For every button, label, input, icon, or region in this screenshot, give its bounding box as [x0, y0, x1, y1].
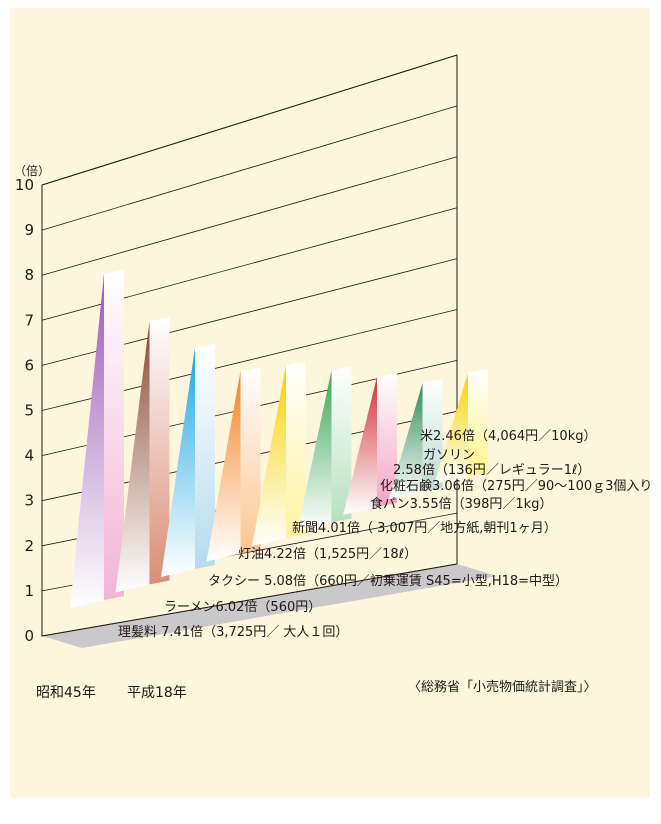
y-tick-label: 4 [24, 447, 34, 465]
bars [70, 269, 488, 608]
y-tick-label: 2 [24, 537, 34, 555]
y-tick-label: 8 [24, 266, 34, 284]
bar-side [161, 347, 195, 577]
y-tick-label: 7 [24, 311, 34, 329]
bar-side [70, 273, 104, 608]
bar-face [331, 366, 352, 523]
bar-side [206, 371, 241, 562]
chart-panel: 0 1 2 3 4 5 6 7 8 9 10 理髪料 7.41倍（3,725円／ 大人１回） ラーメン… [10, 8, 650, 798]
y-axis-label: （倍） [14, 164, 51, 178]
bar-label: ラーメン6.02倍（560円） [164, 600, 321, 615]
bar-side [252, 365, 286, 546]
bar-ラーメン [115, 316, 170, 593]
bar-タクシー [161, 343, 215, 577]
bar-side [297, 370, 332, 531]
bar-ガソリン [388, 379, 443, 500]
bar-灯油 [206, 367, 261, 562]
bar-label-line1: ガソリン [423, 448, 475, 463]
chart-svg: 0 1 2 3 4 5 6 7 8 9 10 理髪料 7.41倍（3,725円／ 大人１回） ラーメン… [15, 54, 650, 648]
bar-label: 食パン3.55倍（398円／1kg） [370, 496, 552, 512]
y-tick-label: 9 [24, 221, 34, 239]
bar-label: 2.58倍（136円／レギュラー1ℓ） [393, 463, 590, 478]
bar-label: 新聞4.01倍（ 3,007円／地方紙,朝刊1ヶ月） [292, 520, 557, 536]
y-tick-label: 6 [24, 356, 34, 374]
bar-label: 化粧石鹸3.06倍（275円／90〜100ｇ3個入り） [380, 479, 650, 494]
bar-label: 灯油4.22倍（1,525円／18ℓ） [238, 547, 417, 562]
bar-label: タクシー 5.08倍（660円／初乗運賃 S45=小型,H18=中型） [208, 574, 568, 589]
bar-side [343, 376, 377, 515]
bar-label: 理髪料 7.41倍（3,725円／ 大人１回） [118, 625, 348, 640]
bar-label: 米2.46倍（4,064円／10kg） [420, 429, 596, 444]
gridline [41, 105, 458, 231]
y-axis-ticks: 0 1 2 3 4 5 6 7 8 9 10 [15, 176, 34, 645]
bar-face [286, 361, 306, 538]
bar-side [388, 383, 423, 500]
bar-face [195, 343, 215, 569]
bar-face [422, 379, 443, 492]
bar-化粧石鹸 [343, 372, 397, 515]
y-tick-label: 3 [24, 492, 34, 510]
legend-end-label: 平成18年 [127, 685, 187, 701]
gridline [41, 563, 458, 637]
bar-labels: 理髪料 7.41倍（3,725円／ 大人１回） ラーメン6.02倍（560円） タク… [118, 429, 650, 640]
bar-face [377, 372, 397, 507]
bar-face [104, 269, 124, 600]
legend-start-label: 昭和45年 [36, 685, 96, 701]
y-tick-label: 0 [24, 627, 34, 645]
bar-米 [434, 369, 488, 484]
bar-face [240, 367, 261, 554]
bar-食パン [297, 366, 352, 531]
chart-floor [42, 564, 497, 648]
bar-side [434, 373, 468, 484]
gridline [41, 156, 458, 276]
gridline [41, 54, 458, 186]
bar-理髪料 [70, 269, 124, 608]
bar-新聞 [252, 361, 306, 546]
y-tick-label: 10 [15, 176, 34, 194]
y-tick-label: 5 [24, 402, 34, 420]
bar-side [115, 320, 150, 593]
bar-face [149, 316, 170, 585]
y-tick-label: 1 [24, 582, 34, 600]
source-note: 〈総務省「小売物価統計調査」〉 [408, 680, 597, 695]
bar-face [468, 369, 488, 476]
